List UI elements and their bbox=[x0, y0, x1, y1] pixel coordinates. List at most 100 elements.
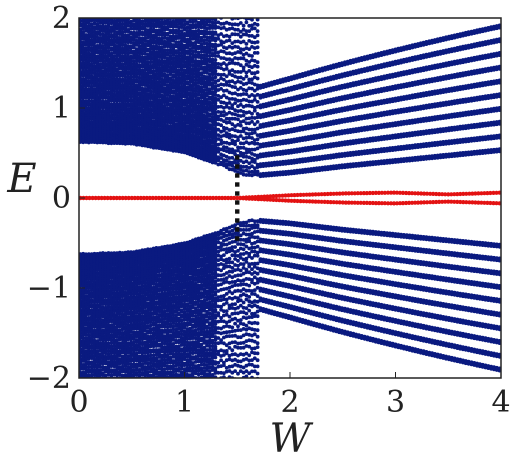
bulk-point bbox=[86, 42, 91, 47]
bulk-point bbox=[92, 43, 97, 48]
bulk-point bbox=[81, 332, 86, 337]
bulk-point bbox=[89, 305, 94, 309]
bulk-point bbox=[95, 305, 100, 309]
bulk-point bbox=[112, 13, 116, 17]
bulk-point bbox=[84, 18, 88, 23]
bulk-point bbox=[110, 13, 114, 17]
bulk-point bbox=[160, 379, 164, 383]
bulk-point bbox=[81, 77, 86, 81]
bulk-point bbox=[89, 351, 94, 356]
bulk-point bbox=[81, 283, 86, 288]
bulk-point bbox=[84, 54, 88, 58]
bulk-point bbox=[89, 89, 94, 94]
bulk-point bbox=[86, 276, 91, 281]
bulk-point bbox=[87, 379, 91, 383]
bulk-point bbox=[200, 379, 204, 383]
bulk-point bbox=[92, 343, 97, 348]
bulk-point bbox=[126, 13, 130, 17]
bulk-point bbox=[89, 288, 94, 292]
bulk-point bbox=[89, 48, 94, 53]
bulk-point bbox=[79, 378, 83, 382]
bulk-point bbox=[180, 13, 184, 17]
bulk-point bbox=[84, 61, 88, 66]
bulk-point bbox=[95, 315, 100, 319]
bulk-point bbox=[202, 379, 206, 383]
bulk-point bbox=[86, 61, 91, 66]
bulk-point bbox=[86, 27, 91, 32]
bulk-point bbox=[92, 315, 97, 319]
bulk-point bbox=[132, 380, 136, 384]
bulk-point bbox=[121, 379, 125, 383]
bulk-point bbox=[86, 87, 91, 91]
bulk-point bbox=[86, 336, 91, 340]
bulk-point bbox=[89, 300, 94, 305]
bulk-point bbox=[84, 364, 88, 369]
bulk-point bbox=[86, 24, 91, 29]
bulk-point bbox=[86, 101, 91, 106]
bulk-point bbox=[86, 343, 91, 348]
bulk-point bbox=[86, 89, 91, 94]
bulk-point bbox=[86, 59, 91, 63]
bulk-point bbox=[89, 317, 94, 322]
bulk-point bbox=[129, 13, 133, 17]
bulk-point bbox=[81, 45, 86, 50]
bulk-point bbox=[81, 22, 86, 27]
bulk-point bbox=[81, 56, 86, 60]
bulk-point bbox=[81, 98, 86, 103]
bulk-point bbox=[135, 13, 139, 17]
bulk-point bbox=[81, 295, 86, 300]
bulk-point bbox=[171, 378, 175, 382]
bulk-point bbox=[95, 264, 100, 268]
bulk-point bbox=[92, 325, 97, 329]
bulk-point bbox=[81, 107, 86, 112]
bulk-point bbox=[157, 14, 161, 18]
bulk-point bbox=[89, 38, 94, 43]
bulk-point bbox=[169, 13, 173, 17]
bulk-point bbox=[95, 299, 100, 304]
bulk-point bbox=[89, 71, 94, 76]
bulk-point bbox=[79, 13, 83, 17]
bulk-point bbox=[79, 79, 83, 84]
bulk-point bbox=[86, 79, 91, 84]
bulk-point bbox=[81, 91, 86, 96]
bulk-point bbox=[86, 126, 91, 130]
bulk-point bbox=[155, 378, 159, 382]
bulk-point bbox=[86, 19, 91, 23]
bulk-point bbox=[107, 378, 111, 382]
bulk-point bbox=[81, 110, 86, 115]
bulk-point bbox=[79, 32, 83, 37]
bulk-point bbox=[86, 305, 91, 309]
bulk-point bbox=[95, 279, 100, 284]
bulk-point bbox=[89, 312, 94, 317]
bulk-point bbox=[86, 38, 91, 42]
bulk-point bbox=[86, 291, 91, 295]
bulk-point bbox=[132, 14, 136, 18]
bulk-point bbox=[89, 26, 94, 31]
bulk-point bbox=[89, 99, 94, 103]
bulk-point bbox=[84, 361, 88, 366]
bulk-point bbox=[89, 46, 94, 50]
bulk-point bbox=[163, 379, 167, 383]
bulk-point bbox=[115, 13, 119, 17]
bulk-point bbox=[92, 108, 97, 112]
bulk-point bbox=[86, 356, 91, 361]
bulk-point bbox=[89, 330, 94, 335]
bulk-point bbox=[84, 378, 88, 382]
bulk-point bbox=[152, 379, 156, 383]
bulk-point bbox=[95, 283, 100, 288]
bulk-point bbox=[169, 378, 173, 382]
bulk-point bbox=[79, 367, 83, 371]
bulk-eigenvalue-points bbox=[79, 13, 501, 384]
bulk-point bbox=[84, 24, 88, 29]
bulk-point bbox=[84, 79, 88, 84]
bulk-point bbox=[166, 13, 170, 17]
bulk-point bbox=[86, 98, 91, 103]
bulk-point bbox=[92, 54, 97, 58]
bulk-point bbox=[86, 69, 91, 74]
bulk-point bbox=[92, 99, 97, 103]
bulk-point bbox=[86, 51, 91, 56]
bulk-point bbox=[95, 379, 99, 383]
bulk-point bbox=[143, 13, 147, 17]
bulk-point bbox=[89, 325, 94, 330]
